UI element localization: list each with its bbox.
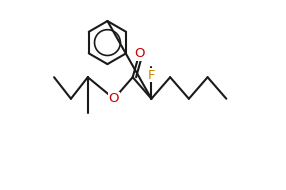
Text: O: O <box>134 47 144 60</box>
Text: F: F <box>148 69 155 82</box>
Text: O: O <box>109 92 119 105</box>
